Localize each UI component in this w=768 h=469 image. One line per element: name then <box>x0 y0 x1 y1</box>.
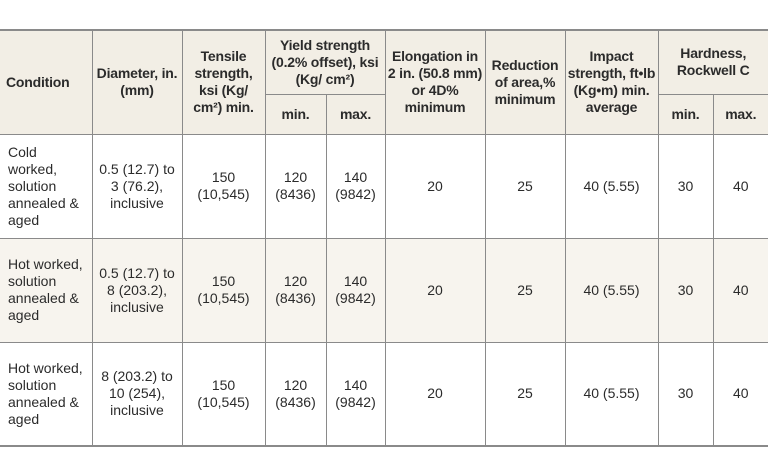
cell-hardness-min: 30 <box>657 133 714 239</box>
mechanical-properties-table: Condition Diameter, in.(mm) Tensile stre… <box>0 29 768 447</box>
cell-hardness-min: 30 <box>657 237 714 343</box>
cell-tensile: 150 (10,545) <box>181 133 266 239</box>
header-impact-strength: Impact strength, ft•lb (Kg•m) min. avera… <box>564 29 659 135</box>
cell-impact: 40 (5.55) <box>564 133 659 239</box>
cell-yield-max: 140 (9842) <box>325 341 386 447</box>
header-yield-strength: Yield strength (0.2% offset), ksi (Kg/ c… <box>264 29 386 95</box>
cell-condition: Hot worked, solution annealed & aged <box>0 237 93 343</box>
cell-diameter: 8 (203.2) to 10 (254), inclusive <box>91 341 183 447</box>
header-hardness-max: max. <box>712 93 768 135</box>
cell-hardness-min: 30 <box>657 341 714 447</box>
cell-yield-max: 140 (9842) <box>325 237 386 343</box>
header-hardness: Hardness, Rockwell C <box>657 29 768 95</box>
cell-hardness-max: 40 <box>712 237 768 343</box>
properties-table-wrapper: Condition Diameter, in.(mm) Tensile stre… <box>0 29 768 447</box>
header-diameter: Diameter, in.(mm) <box>91 29 183 135</box>
header-elongation: Elongation in 2 in. (50.8 mm) or 4D% min… <box>384 29 486 135</box>
cell-condition: Cold worked, solution annealed & aged <box>0 133 93 239</box>
cell-hardness-max: 40 <box>712 133 768 239</box>
table-row: Cold worked, solution annealed & aged 0.… <box>0 133 768 239</box>
cell-impact: 40 (5.55) <box>564 237 659 343</box>
cell-yield-min: 120 (8436) <box>264 237 327 343</box>
cell-diameter: 0.5 (12.7) to 8 (203.2), inclusive <box>91 237 183 343</box>
header-condition: Condition <box>0 29 93 135</box>
header-hardness-min: min. <box>657 93 714 135</box>
cell-yield-min: 120 (8436) <box>264 341 327 447</box>
cell-condition: Hot worked, solution annealed & aged <box>0 341 93 447</box>
header-yield-min: min. <box>265 93 327 135</box>
header-reduction-of-area: Reduction of area,% minimum <box>484 29 566 135</box>
cell-elongation: 20 <box>384 133 486 239</box>
header-yield-max: max. <box>325 93 386 135</box>
cell-reduction: 25 <box>484 237 566 343</box>
cell-reduction: 25 <box>484 133 566 239</box>
cell-reduction: 25 <box>484 341 566 447</box>
cell-elongation: 20 <box>384 237 486 343</box>
cell-tensile: 150 (10,545) <box>181 237 266 343</box>
cell-yield-min: 120 (8436) <box>264 133 327 239</box>
table-row: Hot worked, solution annealed & aged 8 (… <box>0 341 768 447</box>
cell-impact: 40 (5.55) <box>564 341 659 447</box>
cell-elongation: 20 <box>384 341 486 447</box>
cell-yield-max: 140 (9842) <box>325 133 386 239</box>
header-tensile-strength: Tensile strength, ksi (Kg/ cm²) min. <box>181 29 266 135</box>
table-row: Hot worked, solution annealed & aged 0.5… <box>0 237 768 343</box>
cell-diameter: 0.5 (12.7) to 3 (76.2), inclusive <box>91 133 183 239</box>
cell-hardness-max: 40 <box>712 341 768 447</box>
cell-tensile: 150 (10,545) <box>181 341 266 447</box>
